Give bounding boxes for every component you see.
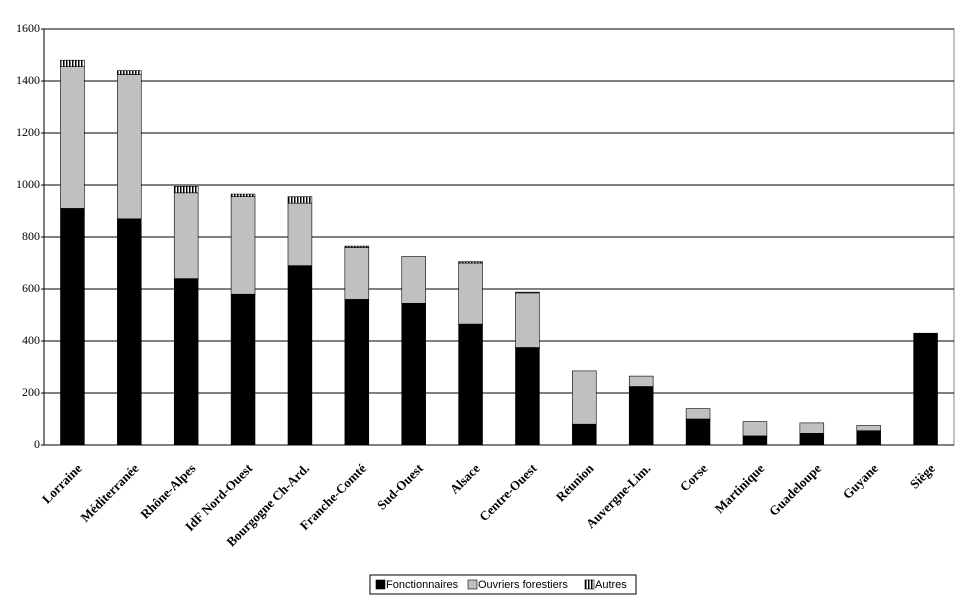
y-tick-label: 1400 [16,73,40,87]
bar-segment [628,386,654,446]
bar-segment [856,425,881,431]
bar-segment [458,262,483,325]
bar-segment [230,293,256,446]
legend-swatch [467,579,478,590]
bar-segment [685,408,711,420]
bar-segment [856,430,881,446]
bar-segment [117,218,142,446]
bar-segment [287,265,313,446]
bar-segment [173,278,199,446]
x-tick-label: Méditerranée [77,460,141,524]
bar-segment [742,435,768,446]
bar-segment [60,66,85,209]
bar-segment [117,70,142,75]
x-tick-label: Guadeloupe [766,460,824,518]
legend-label: Ouvriers forestiers [478,579,568,591]
x-tick-label: Alsace [447,460,483,496]
bar-segment [572,370,597,425]
y-tick-label: 1600 [16,21,40,35]
x-tick-label: Martinique [712,460,768,516]
x-tick-label: Lorraine [39,460,85,506]
bar-segment [458,261,483,264]
bar-segment [401,302,426,446]
bar-segment [173,192,199,279]
bar-segment [742,421,768,437]
legend-label: Autres [595,579,627,591]
bar-segment [230,193,256,198]
bar-segment [515,292,540,348]
bar-segment [287,196,313,204]
bar-segment [913,332,938,446]
bar-segment [60,59,85,68]
bar-segment [173,186,199,194]
legend-box [369,574,637,595]
x-tick-label: Réunion [553,460,597,504]
y-tick-label: 1000 [16,177,40,191]
bar-segment [117,74,142,220]
bar-segment [685,418,711,446]
legend-label: Fonctionnaires [386,579,459,591]
bar-segment [515,291,540,294]
bar-segment [799,432,825,446]
legend-swatch [375,579,386,590]
x-tick-label: Centre-Ouest [476,460,540,524]
bar-segment [230,196,256,295]
x-tick-label: Guyane [840,460,881,501]
bar-segment [344,299,370,446]
y-tick-label: 400 [22,333,40,347]
y-tick-label: 1200 [16,125,40,139]
bar-segment [401,256,426,304]
x-tick-label: Sud-Ouest [374,460,426,512]
bar-segment [572,423,597,446]
bar-segment [60,208,85,446]
x-tick-label: Siège [907,460,938,491]
bar-segment [344,245,370,248]
bar-segment [628,375,654,387]
x-tick-label: Corse [677,460,711,494]
y-tick-label: 600 [22,281,40,295]
x-tick-label: Rhône-Alpes [137,461,198,522]
y-tick-label: 0 [34,437,40,451]
bar-segment [458,323,483,446]
bar-segment [799,422,825,434]
bar-segment [515,347,540,446]
bar-segment [287,202,313,266]
y-tick-label: 800 [22,229,40,243]
bar-segment [344,247,370,300]
legend-swatch [584,579,595,590]
y-tick-label: 200 [22,385,40,399]
